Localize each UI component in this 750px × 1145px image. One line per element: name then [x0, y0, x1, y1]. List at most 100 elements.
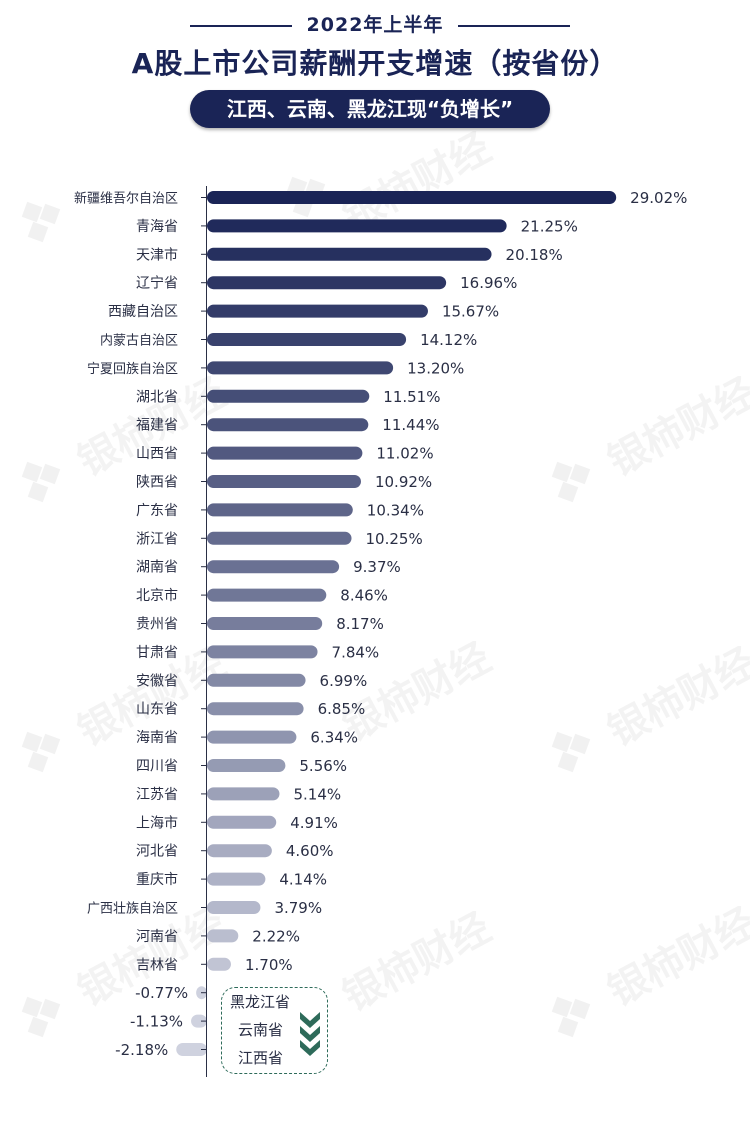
category-label: 浙江省 [136, 531, 178, 547]
value-label: 1.70% [245, 956, 293, 974]
value-label: 13.20% [407, 359, 464, 377]
value-label: 6.85% [318, 700, 366, 718]
value-label: 3.79% [274, 899, 322, 917]
bar [207, 673, 306, 687]
value-label: 7.84% [332, 643, 380, 661]
bar [207, 247, 492, 261]
bar [207, 191, 617, 204]
bar [207, 844, 272, 858]
value-label: 4.14% [279, 871, 327, 889]
bar [207, 730, 297, 744]
category-label: 重庆市 [136, 871, 178, 888]
category-label: 河北省 [136, 844, 178, 860]
category-label: 江苏省 [136, 787, 178, 803]
category-label: 内蒙古自治区 [100, 333, 178, 349]
value-label: 5.14% [293, 785, 341, 803]
category-label: 山西省 [136, 446, 178, 462]
value-label: 10.34% [367, 501, 424, 519]
value-label: 11.02% [376, 445, 433, 463]
subtitle-banner: 江西、云南、黑龙江现“负增长” [190, 90, 550, 128]
bar [207, 787, 280, 801]
bar [207, 901, 261, 914]
value-label: -0.77% [135, 984, 188, 1002]
category-label: 新疆维吾尔自治区 [74, 191, 178, 207]
value-label: 20.18% [506, 246, 563, 264]
bar [207, 560, 340, 574]
value-label: 10.25% [366, 530, 423, 548]
bar [207, 475, 361, 488]
bar [207, 446, 363, 460]
value-label: 9.37% [353, 558, 401, 576]
bars-group [176, 191, 617, 1056]
value-label: 6.34% [310, 729, 358, 747]
bar [207, 929, 239, 943]
value-label: 15.67% [442, 303, 499, 321]
category-labels-group: 新疆维吾尔自治区青海省天津市辽宁省西藏自治区内蒙古自治区宁夏回族自治区湖北省福建… [74, 191, 178, 974]
value-label: 10.92% [375, 473, 432, 491]
bar [207, 418, 369, 432]
value-label: 14.12% [420, 331, 477, 349]
value-label: 21.25% [521, 217, 578, 235]
bar [176, 1043, 207, 1056]
negative-province-name: 江西省 [238, 1049, 284, 1067]
bar [207, 276, 447, 290]
bar [207, 219, 507, 233]
negative-province-name: 黑龙江省 [230, 993, 291, 1011]
value-label: 4.60% [286, 842, 334, 860]
category-label: 湖北省 [136, 389, 178, 405]
down-chevrons-icon [300, 1012, 320, 1056]
period-label: 2022年上半年 [306, 14, 444, 36]
bar [207, 304, 428, 318]
category-label: 广西壮族自治区 [87, 901, 178, 917]
category-label: 山东省 [136, 702, 178, 718]
bar [207, 957, 231, 971]
bar [207, 361, 394, 375]
value-label: 29.02% [630, 189, 687, 207]
bar [207, 531, 352, 545]
category-label: 海南省 [136, 730, 178, 746]
category-label: 辽宁省 [136, 275, 178, 292]
bar [207, 333, 407, 346]
bar [207, 815, 277, 829]
category-label: 宁夏回族自治区 [87, 361, 178, 377]
category-label: 吉林省 [136, 957, 178, 973]
category-label: 四川省 [136, 759, 178, 775]
category-label: 贵州省 [136, 617, 178, 633]
bar [207, 759, 286, 772]
value-label: -1.13% [130, 1013, 183, 1031]
negative-group-box [221, 987, 328, 1074]
value-label: 4.91% [290, 814, 338, 832]
value-label: 5.56% [299, 757, 347, 775]
value-label: 2.22% [252, 927, 300, 945]
category-label: 天津市 [136, 246, 178, 263]
negative-province-name: 云南省 [238, 1021, 284, 1039]
category-label: 西藏自治区 [108, 304, 178, 320]
chart-title: A股上市公司薪酬开支增速（按省份） [131, 47, 619, 80]
value-label: 6.99% [320, 672, 368, 690]
value-label: 16.96% [460, 274, 517, 292]
category-label: 湖南省 [136, 560, 178, 576]
bar [207, 389, 370, 403]
category-label: 甘肃省 [136, 645, 178, 661]
bar [191, 1014, 207, 1028]
category-label: 青海省 [136, 219, 178, 235]
category-label: 福建省 [136, 418, 178, 434]
value-label: -2.18% [115, 1041, 168, 1059]
bar [207, 503, 353, 517]
bar [207, 872, 266, 886]
value-label: 8.46% [340, 587, 388, 605]
bar [207, 645, 318, 659]
header-rule-right [458, 25, 570, 27]
value-label: 11.44% [382, 416, 439, 434]
category-label: 广东省 [136, 503, 178, 519]
category-label: 上海市 [136, 814, 178, 831]
value-label: 11.51% [383, 388, 440, 406]
header-rule-left [190, 25, 292, 27]
bar [207, 617, 323, 630]
category-label: 安徽省 [136, 673, 178, 689]
category-label: 河南省 [136, 929, 178, 945]
bar [207, 702, 304, 716]
value-labels-group: 29.02% 21.25% 20.18% 16.96% 15.67% 14.12% 13.2… [115, 189, 687, 1059]
category-label: 北京市 [136, 587, 178, 604]
